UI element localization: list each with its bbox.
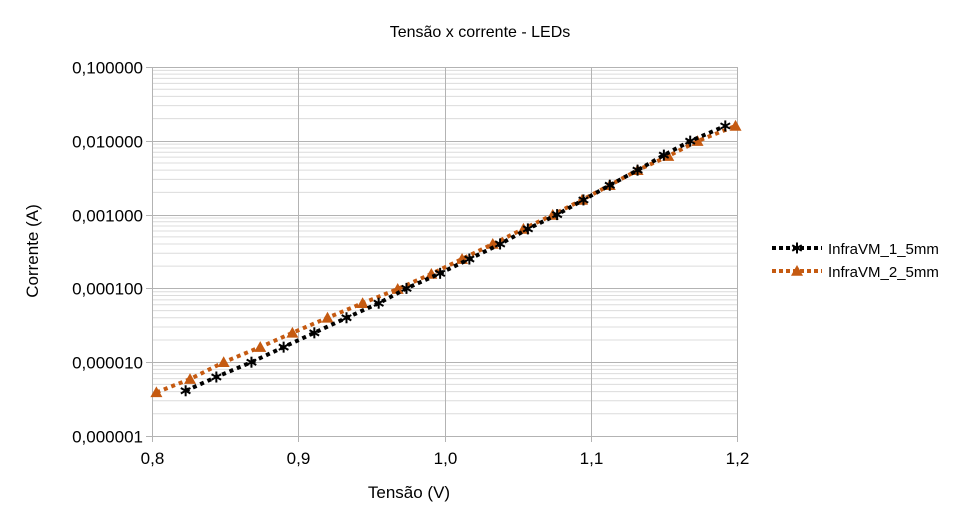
asterisk-marker-icon [720,122,731,130]
asterisk-marker-icon [211,373,222,381]
legend-label: InfraVM_1_5mm [828,241,939,258]
asterisk-marker-icon [551,210,563,219]
y-tick-label: 0,000001 [72,428,143,447]
asterisk-marker-icon [373,299,384,307]
triangle-marker-icon [356,297,369,309]
y-tick-label: 0,100000 [72,59,143,78]
asterisk-marker-icon [684,137,696,145]
legend: InfraVM_1_5mm InfraVM_2_5mm [772,241,939,281]
triangle-marker-icon [321,311,334,323]
x-tick-label: 1,0 [434,449,458,468]
triangle-marker-icon [254,341,267,352]
x-tick-label: 1,2 [726,449,750,468]
triangle-marker-icon [391,283,404,294]
series [150,119,742,398]
asterisk-marker-icon [522,225,534,233]
legend-label: InfraVM_2_5mm [828,264,939,281]
y-tick-label: 0,000010 [72,354,143,373]
asterisk-marker-icon [494,240,506,248]
asterisk-marker-icon [278,343,289,351]
legend-item: InfraVM_1_5mm [772,241,939,258]
asterisk-marker-icon [341,314,352,322]
asterisk-marker-icon [180,387,191,395]
x-tick-label: 0,8 [141,449,165,468]
grid [146,67,738,442]
triangle-marker-icon [729,119,742,131]
asterisk-marker-icon [658,151,670,159]
legend-item: InfraVM_2_5mm [772,264,939,281]
y-tick-label: 0,000100 [72,280,143,299]
asterisk-marker-icon [309,329,320,337]
triangle-marker-icon [662,150,675,161]
y-axis-title: Corrente (A) [23,204,42,298]
asterisk-marker-icon [578,196,589,204]
triangle-marker-icon [286,326,299,338]
y-tick-label: 0,001000 [72,207,143,226]
axes: 0,100000 0,010000 0,001000 0,000100 0,000010… [72,59,749,469]
x-tick-label: 0,9 [287,449,311,468]
triangle-marker-icon [791,265,803,276]
x-axis-title: Tensão (V) [368,483,450,502]
triangle-marker-icon [150,386,163,398]
asterisk-marker-icon [246,358,257,366]
asterisk-marker-icon [604,181,616,189]
series-InfraVM_1_5mm [180,120,731,397]
asterisk-marker-icon [464,255,475,263]
asterisk-marker-icon [632,166,643,174]
asterisk-marker-icon [434,269,446,277]
y-tick-label: 0,010000 [72,133,143,152]
asterisk-marker-icon [791,244,803,252]
asterisk-marker-icon [401,284,412,293]
chart-title: Tensão x corrente - LEDs [390,24,571,41]
x-tick-label: 1,1 [580,449,604,468]
triangle-marker-icon [184,373,197,384]
triangle-marker-icon [217,356,230,367]
